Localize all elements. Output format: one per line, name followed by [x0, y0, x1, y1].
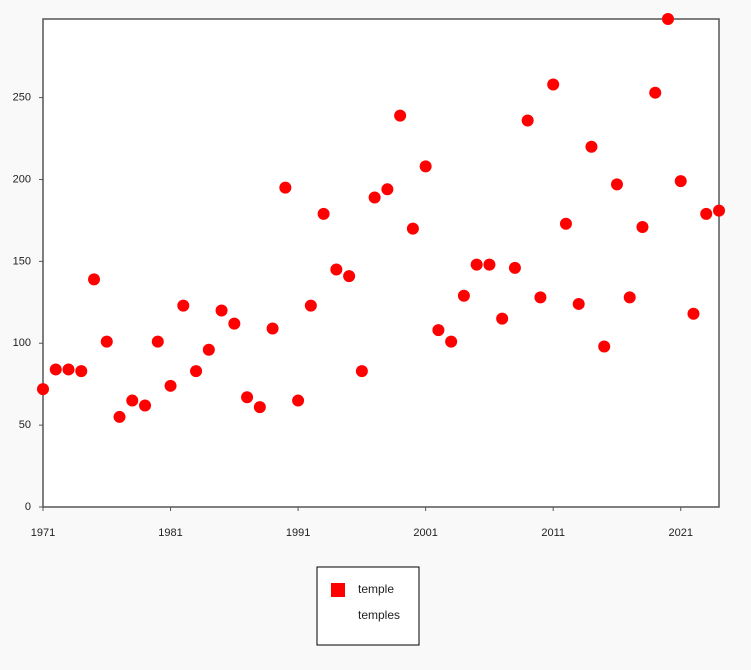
- point: [496, 312, 509, 325]
- y-tick-label: 100: [13, 337, 31, 349]
- point: [457, 289, 470, 302]
- point: [394, 109, 407, 122]
- point: [113, 410, 126, 423]
- point: [572, 297, 585, 310]
- x-tick-label: 2001: [413, 527, 437, 539]
- point: [304, 299, 317, 312]
- point: [649, 86, 662, 99]
- point: [483, 258, 496, 271]
- point: [432, 324, 445, 337]
- point: [88, 273, 101, 286]
- x-tick-label: 1971: [31, 527, 55, 539]
- point: [215, 304, 228, 317]
- point: [177, 299, 190, 312]
- point: [139, 399, 152, 412]
- y-tick-label: 150: [13, 255, 31, 267]
- point: [508, 261, 521, 274]
- point: [279, 181, 292, 194]
- point: [559, 217, 572, 230]
- x-tick-label: 1981: [158, 527, 182, 539]
- point: [49, 363, 62, 376]
- legend-swatch: [331, 583, 345, 597]
- point: [253, 401, 266, 414]
- x-tick-label: 2011: [541, 527, 565, 539]
- point: [202, 343, 215, 356]
- point: [534, 291, 547, 304]
- point: [355, 365, 368, 378]
- point: [100, 335, 113, 348]
- point: [406, 222, 419, 235]
- point: [419, 160, 432, 173]
- point: [343, 270, 356, 283]
- point: [713, 204, 725, 217]
- point: [126, 394, 139, 407]
- point: [37, 383, 49, 396]
- point: [317, 207, 330, 220]
- y-tick-label: 250: [13, 92, 31, 104]
- point: [228, 317, 241, 330]
- point: [585, 140, 598, 153]
- point: [598, 340, 611, 353]
- point: [164, 379, 177, 392]
- point: [661, 13, 674, 25]
- y-tick-label: 200: [13, 173, 31, 185]
- point: [623, 291, 636, 304]
- x-tick-label: 2021: [668, 527, 692, 539]
- x-tick-label: 1991: [286, 527, 310, 539]
- point: [241, 391, 254, 404]
- point: [62, 363, 75, 376]
- y-tick-label: 50: [19, 419, 31, 431]
- point: [700, 207, 713, 220]
- point: [610, 178, 623, 191]
- point: [292, 394, 305, 407]
- plot-area: [42, 18, 720, 508]
- legend-box: [316, 566, 420, 646]
- point: [636, 220, 649, 233]
- point: [674, 175, 687, 188]
- point: [368, 191, 381, 204]
- point: [547, 78, 560, 91]
- point: [75, 365, 88, 378]
- point: [381, 183, 394, 196]
- point: [190, 365, 203, 378]
- point: [687, 307, 700, 320]
- point: [330, 263, 343, 276]
- point: [266, 322, 279, 335]
- y-tick-label: 0: [25, 501, 31, 513]
- point: [521, 114, 534, 127]
- point: [151, 335, 164, 348]
- point: [445, 335, 458, 348]
- point: [470, 258, 483, 271]
- legend-label: temple: [358, 582, 394, 596]
- legend-label: temples: [358, 608, 400, 622]
